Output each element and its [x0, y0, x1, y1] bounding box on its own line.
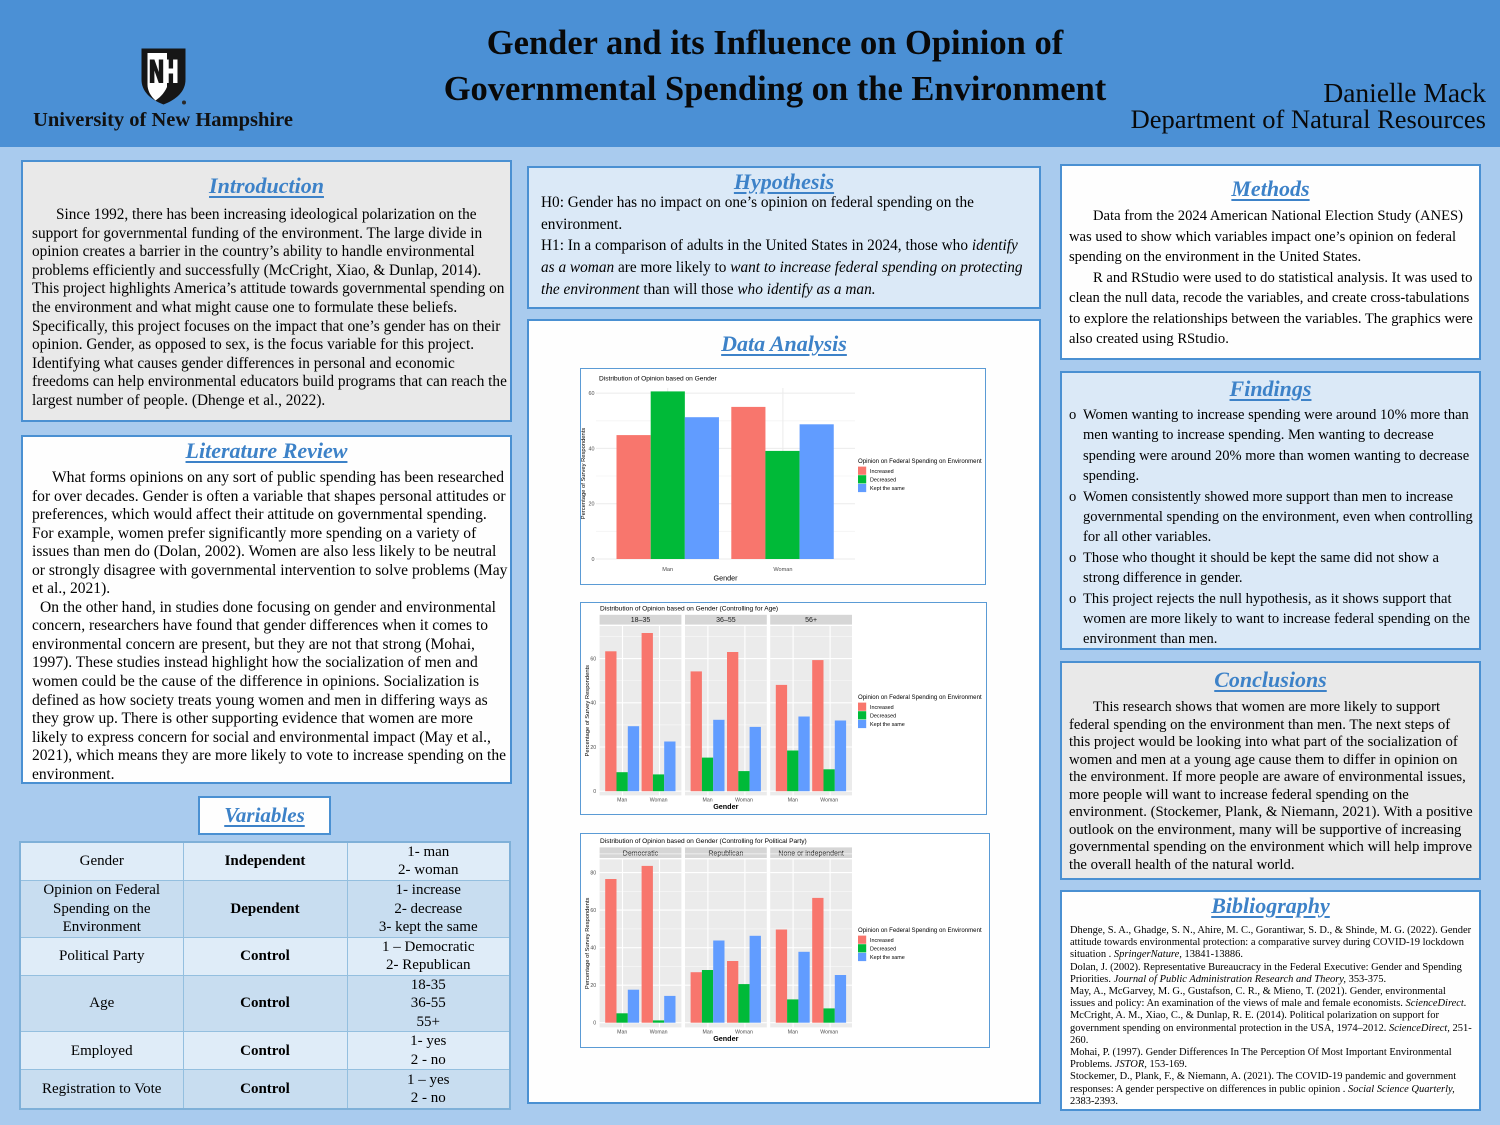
svg-text:Man: Man	[787, 797, 797, 803]
svg-text:Gender: Gender	[713, 1034, 738, 1043]
svg-text:60: 60	[588, 391, 594, 397]
svg-text:Opinion on Federal Spending on: Opinion on Federal Spending on Environme…	[858, 694, 982, 701]
svg-text:Distribution of Opinion based: Distribution of Opinion based on Gender …	[600, 605, 778, 612]
svg-text:40: 40	[590, 700, 596, 706]
svg-text:Percentage of Survey Responden: Percentage of Survey Respondents	[585, 664, 591, 756]
svg-text:Gender: Gender	[713, 573, 738, 582]
svg-text:Woman: Woman	[649, 797, 667, 803]
svg-text:Man: Man	[787, 1029, 797, 1035]
svg-text:Opinion on Federal Spending on: Opinion on Federal Spending on Environme…	[858, 458, 982, 465]
svg-text:20: 20	[590, 744, 596, 750]
svg-text:Woman: Woman	[820, 1029, 838, 1035]
svg-text:Man: Man	[702, 797, 712, 803]
svg-text:Opinion on Federal Spending on: Opinion on Federal Spending on Environme…	[858, 927, 982, 934]
svg-text:20: 20	[588, 501, 594, 507]
svg-text:Woman: Woman	[649, 1029, 667, 1035]
svg-text:Decreased: Decreased	[870, 477, 896, 483]
svg-text:56+: 56+	[805, 617, 817, 624]
svg-text:Gender: Gender	[713, 802, 738, 811]
svg-text:18–35: 18–35	[630, 617, 650, 624]
svg-text:Woman: Woman	[735, 797, 753, 803]
svg-text:80: 80	[590, 870, 596, 876]
svg-text:36–55: 36–55	[716, 617, 736, 624]
svg-text:Man: Man	[617, 1029, 627, 1035]
svg-text:40: 40	[590, 945, 596, 951]
svg-text:Man: Man	[702, 1029, 712, 1035]
svg-text:Distribution of Opinion based: Distribution of Opinion based on Gender	[599, 375, 717, 382]
svg-text:Woman: Woman	[735, 1029, 753, 1035]
svg-text:Increased: Increased	[870, 704, 894, 710]
svg-text:Man: Man	[617, 797, 627, 803]
svg-text:Distribution of Opinion based: Distribution of Opinion based on Gender …	[600, 838, 807, 845]
svg-text:Man: Man	[662, 567, 673, 573]
svg-text:Kept the same: Kept the same	[870, 486, 905, 492]
svg-text:20: 20	[590, 983, 596, 989]
svg-text:Kept the same: Kept the same	[870, 955, 905, 961]
svg-text:Percentage of Survey Responden: Percentage of Survey Respondents	[581, 427, 587, 519]
svg-text:Woman: Woman	[820, 797, 838, 803]
svg-text:Increased: Increased	[870, 937, 894, 943]
svg-text:Decreased: Decreased	[870, 713, 896, 719]
svg-text:Woman: Woman	[773, 567, 792, 573]
svg-text:Kept the same: Kept the same	[870, 722, 905, 728]
svg-text:0: 0	[593, 789, 596, 795]
svg-text:Increased: Increased	[870, 468, 894, 474]
svg-text:60: 60	[590, 908, 596, 914]
svg-text:Decreased: Decreased	[870, 946, 896, 952]
svg-text:Percentage of Survey Responden: Percentage of Survey Respondents	[585, 897, 591, 989]
svg-text:40: 40	[588, 446, 594, 452]
svg-text:0: 0	[593, 1020, 596, 1026]
svg-text:60: 60	[590, 656, 596, 662]
svg-text:0: 0	[591, 557, 594, 563]
